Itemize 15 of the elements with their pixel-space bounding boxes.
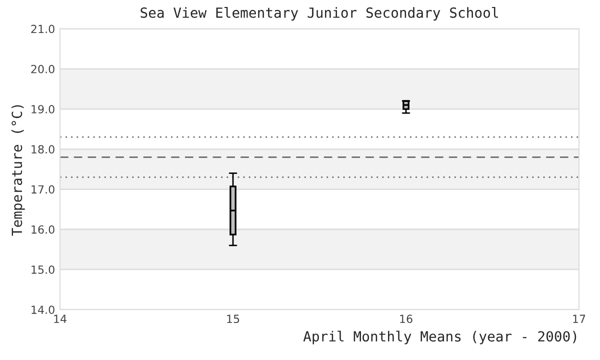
y-tick-label: 18.0 [32, 145, 54, 154]
y-tick-label: 21.0 [31, 24, 54, 34]
x-tick-label: 15 [227, 314, 240, 324]
y-tick-label: 17.0 [32, 185, 54, 194]
y-tick-label: 20.0 [31, 64, 54, 74]
y-axis-title: Temperature (°C) [11, 105, 25, 236]
x-axis-title: April Monthly Means (year - 2000) [303, 330, 576, 344]
y-tick-label: 16.0 [32, 225, 54, 234]
y-tick-label: 15.0 [32, 265, 54, 274]
x-tick-label: 17 [573, 314, 586, 323]
x-tick-label: 14 [54, 314, 66, 323]
y-tick-label: 14.0 [32, 306, 54, 314]
chart-title: Sea View Elementary Junior Secondary School [140, 7, 498, 21]
x-tick-label: 16 [400, 314, 412, 324]
y-tick-label: 19.0 [32, 105, 54, 114]
